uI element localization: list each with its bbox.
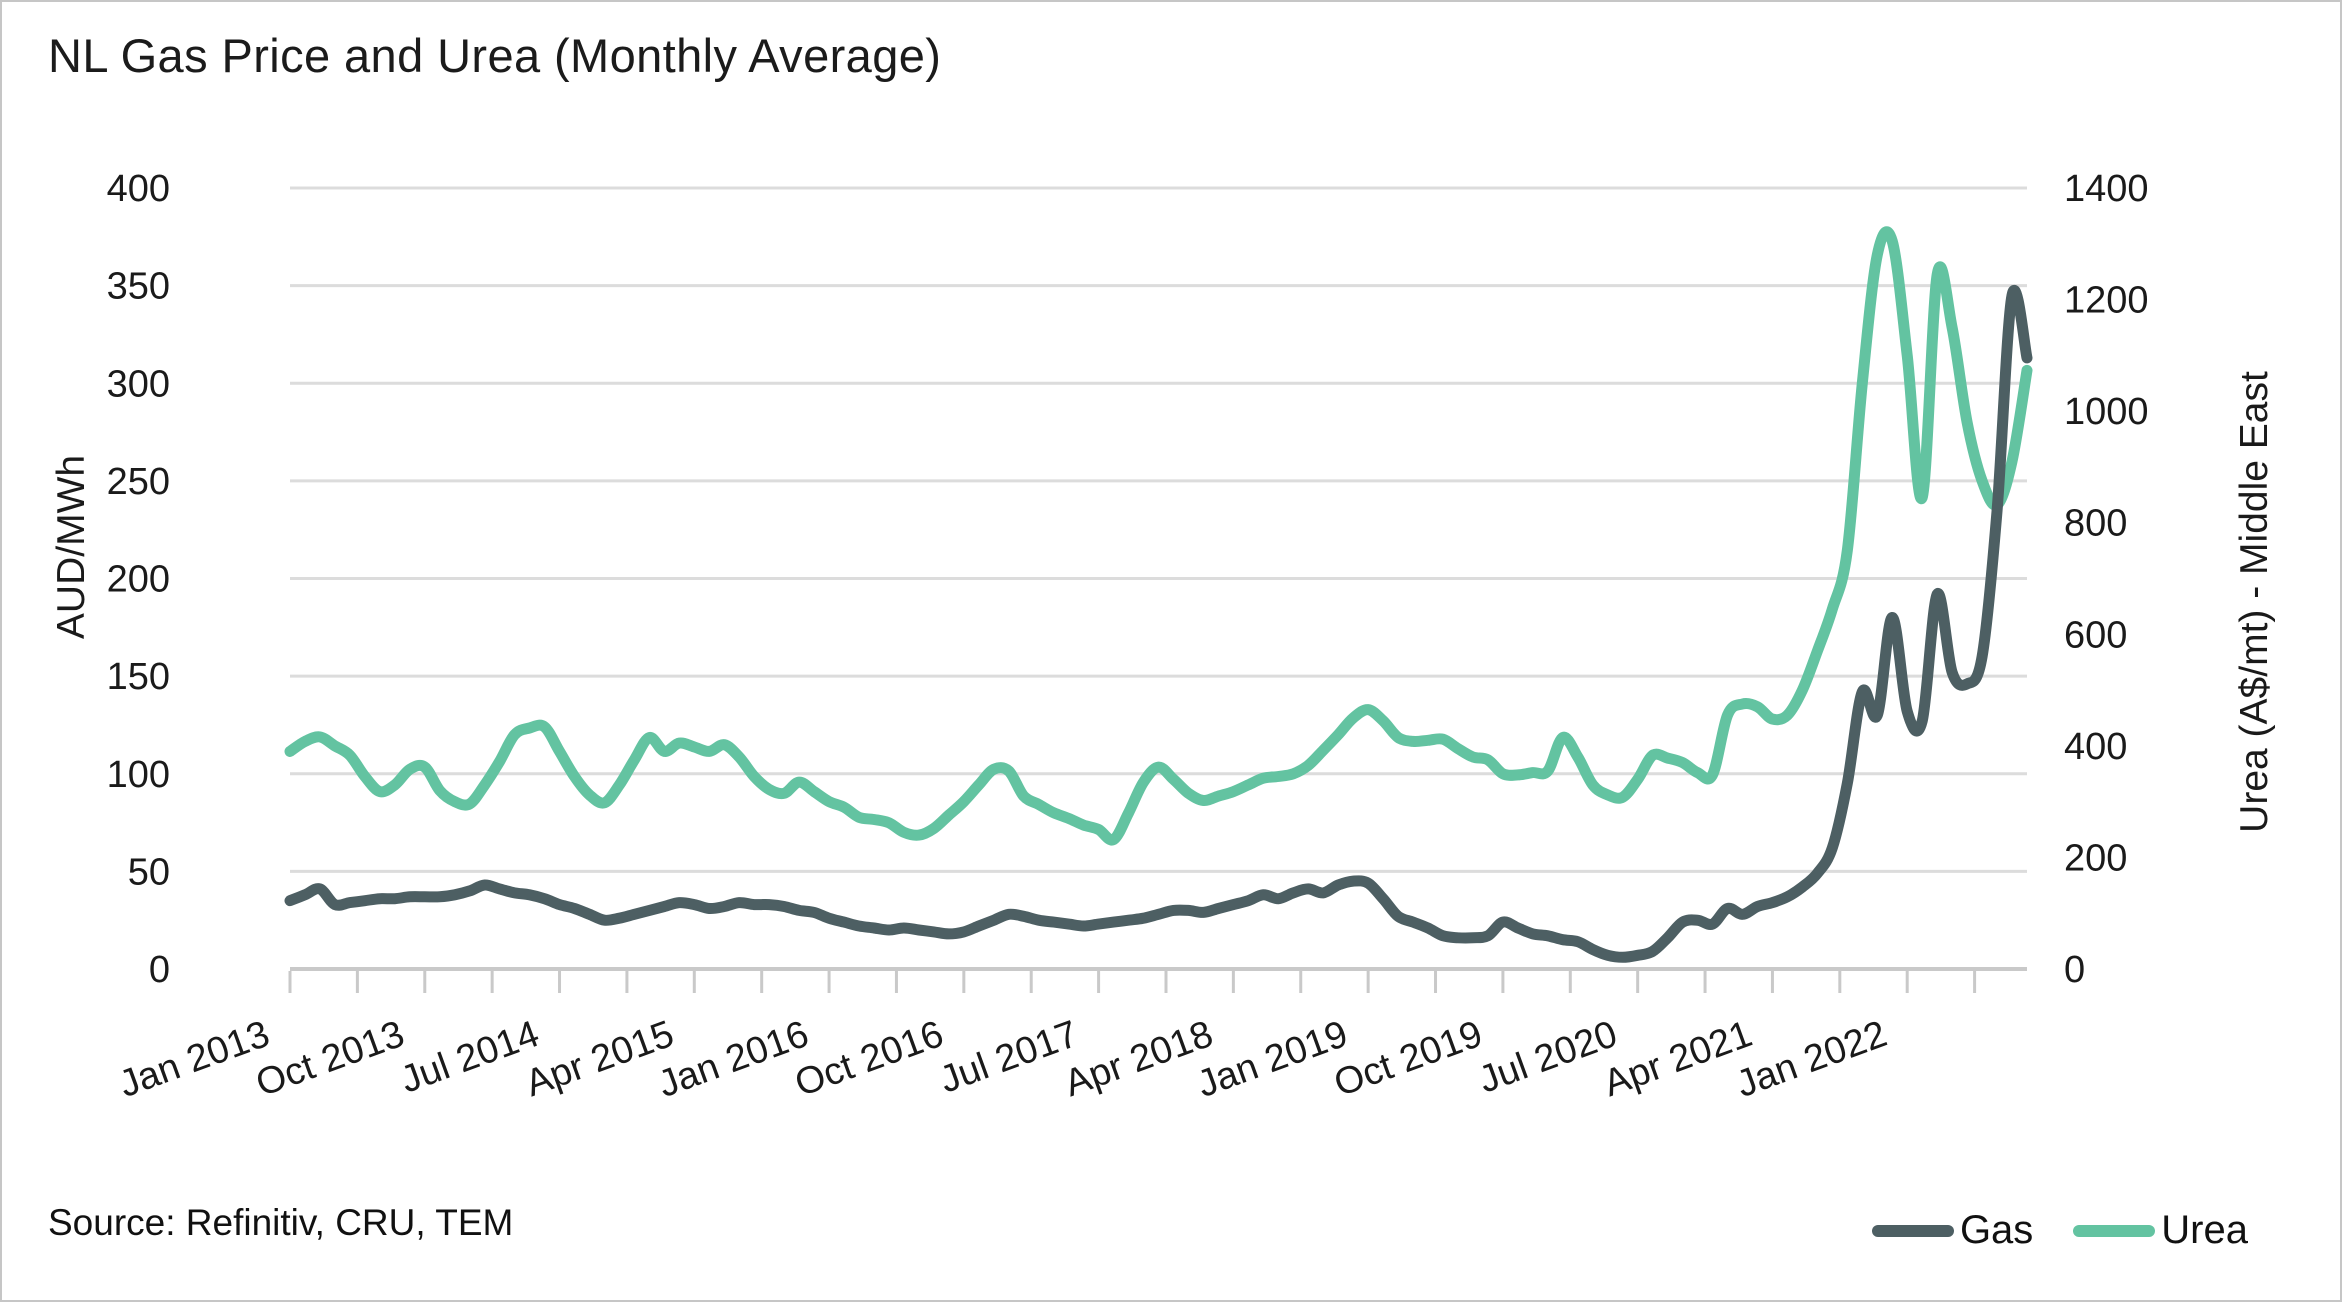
x-tick-label: Oct 2013 xyxy=(251,1013,410,1105)
y-tick-label-left: 300 xyxy=(107,363,170,405)
y-tick-label-left: 250 xyxy=(107,461,170,503)
y-tick-label-right: 1000 xyxy=(2064,391,2149,433)
x-tick-label: Apr 2021 xyxy=(1598,1013,1757,1105)
x-tick-label: Jan 2016 xyxy=(653,1013,814,1106)
y-tick-label-right: 600 xyxy=(2064,614,2127,656)
x-tick-label: Apr 2015 xyxy=(520,1013,679,1105)
y-tick-label-left: 200 xyxy=(107,559,170,601)
y-tick-label-left: 50 xyxy=(128,851,170,893)
gas-legend-label: Gas xyxy=(1959,1208,2034,1252)
x-tick-label: Jul 2020 xyxy=(1473,1013,1622,1102)
x-tick-label: Jan 2022 xyxy=(1731,1013,1892,1106)
y-tick-label-left: 150 xyxy=(107,656,170,698)
legend: Gas Urea xyxy=(1871,1208,2248,1253)
y-tick-label-right: 200 xyxy=(2064,837,2127,879)
y-tick-label-right: 1400 xyxy=(2064,168,2149,210)
x-tick-label: Oct 2016 xyxy=(790,1013,949,1105)
urea-legend-label: Urea xyxy=(2161,1208,2248,1252)
chart-title: NL Gas Price and Urea (Monthly Average) xyxy=(48,29,942,82)
gas-legend-swatch xyxy=(1871,1224,1954,1237)
y-tick-label-left: 400 xyxy=(107,168,170,210)
y-tick-label-left: 350 xyxy=(107,266,170,308)
x-tick-label: Oct 2019 xyxy=(1329,1013,1488,1105)
y-tick-label-right: 0 xyxy=(2064,949,2085,991)
y-tick-label-right: 400 xyxy=(2064,726,2127,768)
x-tick-label: Apr 2018 xyxy=(1059,1013,1218,1105)
gas-line xyxy=(284,285,2033,963)
x-tick-label: Jul 2014 xyxy=(395,1013,544,1102)
source-note: Source: Refinitiv, CRU, TEM xyxy=(48,1202,514,1243)
urea-legend-swatch xyxy=(2073,1224,2156,1237)
y-tick-label-left: 100 xyxy=(107,754,170,796)
y-tick-label-left: 0 xyxy=(149,949,170,991)
x-tick-label: Jan 2013 xyxy=(114,1013,275,1106)
x-tick-label: Jan 2019 xyxy=(1192,1013,1353,1106)
x-tick-label: Jul 2017 xyxy=(934,1013,1083,1102)
y-tick-label-right: 1200 xyxy=(2064,280,2149,322)
urea-line xyxy=(284,226,2033,846)
y-tick-label-right: 800 xyxy=(2064,503,2127,545)
